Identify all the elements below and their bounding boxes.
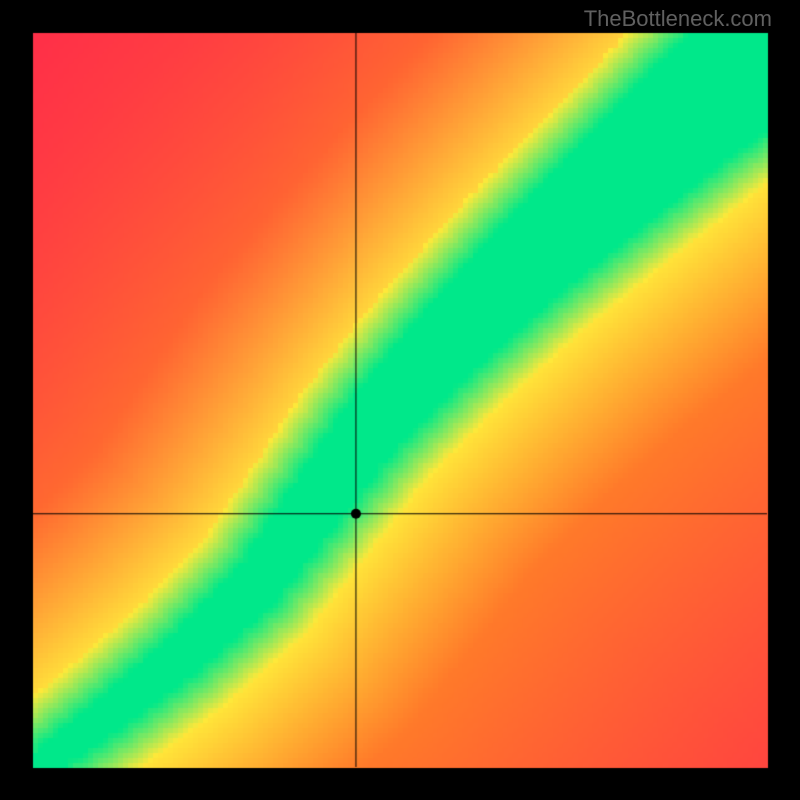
bottleneck-heatmap — [0, 0, 800, 800]
chart-container: TheBottleneck.com — [0, 0, 800, 800]
watermark-text: TheBottleneck.com — [584, 6, 772, 32]
